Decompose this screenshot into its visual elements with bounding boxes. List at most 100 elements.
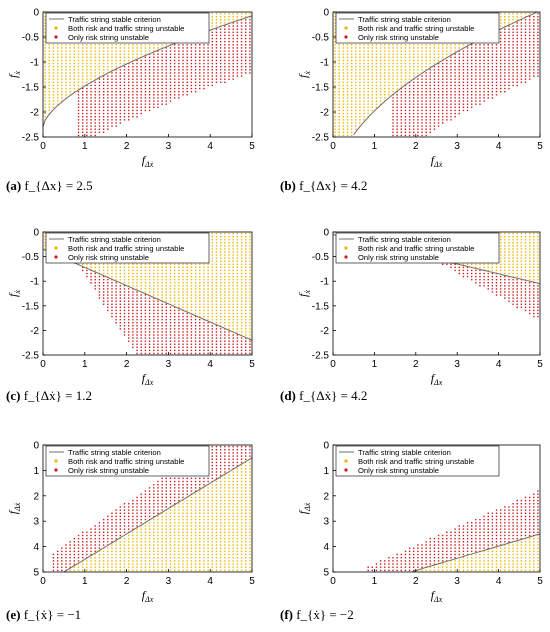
dot-both-unstable: [346, 50, 349, 52]
dot-both-unstable: [82, 81, 84, 84]
dot-both-unstable: [56, 81, 59, 84]
dot-risk-unstable: [504, 40, 506, 43]
dot-both-unstable: [44, 87, 46, 90]
dot-both-unstable: [408, 65, 411, 68]
dot-both-unstable: [404, 69, 407, 71]
dot-both-unstable: [446, 53, 448, 55]
dot-both-unstable: [417, 72, 419, 74]
dot-risk-unstable: [433, 128, 436, 130]
dot-risk-unstable: [454, 94, 456, 96]
dot-risk-unstable: [224, 37, 226, 40]
dot-both-unstable: [392, 65, 394, 68]
dot-risk-unstable: [165, 69, 168, 71]
dot-both-unstable: [153, 47, 155, 49]
dot-both-unstable: [363, 65, 365, 68]
dot-risk-unstable: [132, 318, 134, 321]
dot-both-unstable: [334, 15, 336, 18]
dot-both-unstable: [338, 103, 340, 105]
dot-risk-unstable: [144, 94, 147, 96]
dot-risk-unstable: [392, 97, 394, 99]
dot-both-unstable: [56, 65, 59, 68]
dot-risk-unstable: [508, 69, 510, 71]
dot-both-unstable: [219, 242, 222, 244]
dot-risk-unstable: [429, 122, 431, 124]
dot-both-unstable: [338, 131, 340, 134]
dot-both-unstable: [111, 275, 113, 278]
dot-both-unstable: [215, 25, 218, 27]
dot-both-unstable: [224, 315, 226, 318]
dot-risk-unstable: [396, 134, 398, 137]
dot-risk-unstable: [516, 22, 518, 24]
dot-both-unstable: [111, 44, 113, 46]
dot-risk-unstable: [119, 285, 122, 287]
dot-both-unstable: [127, 269, 130, 272]
dot-risk-unstable: [232, 334, 234, 336]
dot-both-unstable: [73, 59, 76, 62]
dot-both-unstable: [355, 59, 357, 62]
dot-both-unstable: [207, 312, 209, 315]
dot-both-unstable: [190, 306, 193, 309]
dot-both-unstable: [367, 94, 369, 96]
dot-risk-unstable: [475, 69, 477, 71]
dot-risk-unstable: [437, 69, 440, 71]
dot-both-unstable: [371, 50, 374, 52]
dot-both-unstable: [462, 44, 465, 46]
dot-risk-unstable: [524, 31, 527, 34]
dot-risk-unstable: [417, 128, 419, 130]
dot-risk-unstable: [90, 115, 92, 118]
dot-risk-unstable: [140, 106, 142, 109]
dot-both-unstable: [48, 84, 50, 87]
dot-risk-unstable: [157, 65, 159, 68]
dot-risk-unstable: [115, 115, 117, 118]
dot-both-unstable: [232, 238, 234, 241]
dot-both-unstable: [400, 69, 403, 71]
dot-both-unstable: [388, 87, 390, 90]
dot-both-unstable: [245, 278, 247, 281]
dot-both-unstable: [61, 97, 63, 99]
dot-risk-unstable: [186, 322, 188, 324]
dot-risk-unstable: [111, 291, 113, 293]
dot-risk-unstable: [421, 103, 423, 105]
dot-risk-unstable: [400, 100, 403, 102]
dot-risk-unstable: [111, 94, 113, 96]
dot-risk-unstable: [533, 59, 535, 62]
dot-risk-unstable: [182, 318, 184, 321]
dot-risk-unstable: [528, 44, 531, 46]
dot-risk-unstable: [458, 53, 460, 55]
dot-risk-unstable: [140, 75, 142, 77]
legend-dot-icon: [54, 26, 58, 30]
dot-both-unstable: [504, 25, 506, 27]
dot-both-unstable: [90, 65, 92, 68]
dot-both-unstable: [363, 115, 365, 118]
dot-risk-unstable: [111, 87, 113, 90]
dot-both-unstable: [90, 69, 92, 71]
dot-risk-unstable: [487, 282, 489, 284]
dot-risk-unstable: [400, 134, 403, 137]
dot-both-unstable: [73, 44, 76, 46]
dot-risk-unstable: [86, 134, 88, 137]
dot-risk-unstable: [190, 72, 193, 74]
dot-risk-unstable: [86, 128, 88, 130]
dot-risk-unstable: [392, 125, 394, 127]
dot-both-unstable: [375, 97, 378, 99]
dot-both-unstable: [388, 69, 390, 71]
dot-risk-unstable: [165, 94, 168, 96]
dot-both-unstable: [132, 278, 134, 281]
dot-both-unstable: [388, 75, 390, 77]
dot-risk-unstable: [148, 309, 151, 312]
dot-both-unstable: [98, 75, 101, 77]
dot-risk-unstable: [157, 59, 159, 62]
dot-risk-unstable: [537, 40, 539, 43]
dot-risk-unstable: [421, 131, 423, 134]
dot-both-unstable: [190, 272, 193, 275]
dot-risk-unstable: [404, 115, 407, 118]
dot-both-unstable: [173, 275, 176, 278]
dot-risk-unstable: [77, 131, 80, 134]
dot-risk-unstable: [173, 312, 176, 315]
dot-both-unstable: [249, 337, 251, 339]
dot-risk-unstable: [86, 269, 88, 272]
dot-risk-unstable: [454, 106, 456, 109]
dot-risk-unstable: [127, 340, 130, 342]
dot-risk-unstable: [182, 312, 184, 315]
dot-risk-unstable: [232, 28, 234, 30]
